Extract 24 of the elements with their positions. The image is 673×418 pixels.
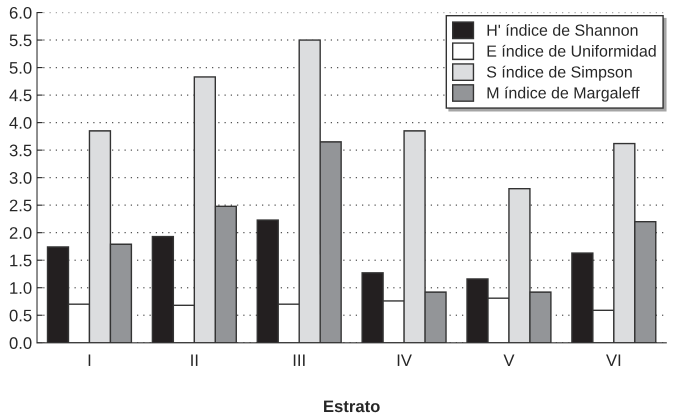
x-tick-label: I [88, 354, 90, 366]
y-tick-label: 3.5 [10, 144, 32, 156]
y-tick-label: 2.0 [10, 227, 32, 239]
y-tick-label: 4.0 [9, 117, 32, 129]
x-tick-label: V [503, 354, 514, 366]
y-tick-label: 4.5 [9, 90, 32, 102]
y-tick-label: 1.0 [10, 282, 32, 294]
y-tick-label: 1.5 [10, 254, 32, 266]
y-tick-label: 3.0 [10, 172, 32, 184]
y-tick-label: 0.5 [10, 310, 32, 322]
x-axis-title: Estrato [324, 400, 380, 412]
x-tick-label: II [191, 354, 198, 366]
x-tick-label: IV [398, 354, 412, 366]
y-tick-label: 0.0 [10, 337, 32, 349]
y-tick-label: 5.0 [10, 62, 32, 74]
x-tick-label: VI [606, 354, 620, 366]
y-tick-label: 6.0 [10, 6, 32, 19]
legend-label: S índice de Simpson [486, 66, 632, 81]
y-tick-label: 2.5 [10, 200, 32, 212]
legend-label: M índice de Margaleff [488, 86, 640, 102]
legend-label: E índice de Uniformidad [488, 44, 656, 57]
x-tick-label: III [294, 354, 305, 366]
legend-label: H' índice de Shannon [488, 24, 638, 36]
y-tick-label: 5.5 [10, 34, 32, 46]
